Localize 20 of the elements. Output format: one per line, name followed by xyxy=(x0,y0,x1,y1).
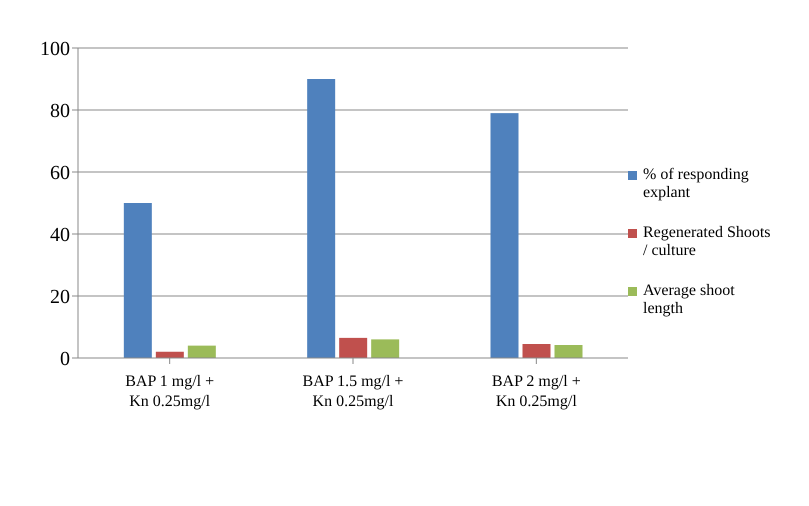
y-tick-label: 20 xyxy=(50,286,70,308)
x-tick-label: BAP 2 mg/l + Kn 0.25mg/l xyxy=(492,373,581,410)
bar xyxy=(339,338,368,358)
bar xyxy=(188,346,216,358)
x-tick-label: BAP 1 mg/l + Kn 0.25mg/l xyxy=(125,373,214,410)
bar xyxy=(371,339,400,358)
bar xyxy=(554,344,582,358)
y-tick-label: 60 xyxy=(50,162,70,184)
y-tick-label: 0 xyxy=(60,348,70,370)
bar xyxy=(490,113,518,358)
legend-label: Regenerated Shoots / culture xyxy=(643,224,772,260)
legend-label: Average shoot length xyxy=(643,282,736,318)
y-tick-label: 80 xyxy=(50,100,70,122)
bar xyxy=(522,344,550,358)
x-tick-label: BAP 1.5 mg/l + Kn 0.25mg/l xyxy=(302,373,404,410)
y-tick-label: 100 xyxy=(40,38,70,60)
y-tick-label: 40 xyxy=(50,224,70,246)
bar xyxy=(124,203,152,358)
bar xyxy=(307,79,336,358)
legend-label: % of responding explant xyxy=(643,166,750,202)
